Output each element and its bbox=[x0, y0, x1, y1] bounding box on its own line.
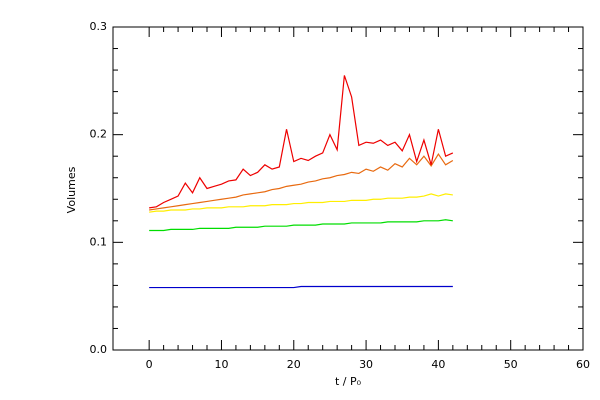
plot-frame bbox=[112, 26, 584, 351]
x-axis-label: t / P₀ bbox=[335, 375, 362, 388]
series-line bbox=[149, 152, 454, 211]
y-tick-label: 0.1 bbox=[90, 235, 108, 248]
x-tick-label: 0 bbox=[146, 358, 153, 371]
x-tick-label: 60 bbox=[576, 358, 590, 371]
y-axis-label: Volumes bbox=[65, 166, 78, 213]
series-line bbox=[149, 75, 454, 209]
x-tick-label: 50 bbox=[504, 358, 518, 371]
series-line bbox=[149, 285, 453, 289]
series-line bbox=[149, 193, 453, 213]
x-tick-label: 20 bbox=[287, 358, 301, 371]
x-tick-label: 10 bbox=[214, 358, 228, 371]
series-line bbox=[149, 219, 453, 232]
y-tick-label: 0.2 bbox=[90, 128, 108, 141]
y-tick-label: 0.3 bbox=[90, 20, 108, 33]
x-tick-label: 40 bbox=[431, 358, 445, 371]
x-tick-label: 30 bbox=[359, 358, 373, 371]
y-tick-label: 0.0 bbox=[90, 343, 108, 356]
